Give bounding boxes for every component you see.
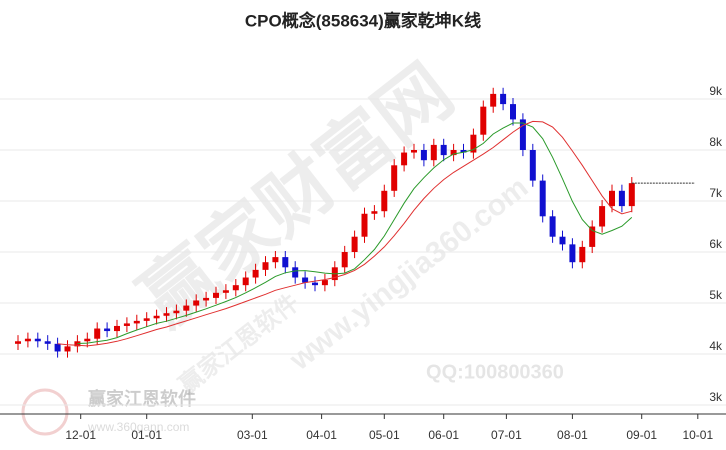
candle-body <box>599 206 606 227</box>
x-tick-label: 07-01 <box>491 428 522 442</box>
candle-body <box>500 93 507 105</box>
candle-body <box>589 226 596 247</box>
x-tick-label: 10-01 <box>682 428 713 442</box>
candle-body <box>262 262 269 270</box>
candle-body <box>94 328 101 339</box>
x-tick-label: 08-01 <box>557 428 588 442</box>
candle-body <box>440 144 447 156</box>
candle-body <box>510 104 516 120</box>
candle-body <box>133 320 140 324</box>
candle-body <box>272 257 279 263</box>
candle-body <box>609 190 615 207</box>
x-tick-label: 06-01 <box>428 428 459 442</box>
candle-body <box>153 315 160 319</box>
candle-body <box>143 318 150 321</box>
candle-body <box>420 150 427 161</box>
x-tick-label: 01-01 <box>131 428 162 442</box>
y-tick-label: 8k <box>709 135 723 149</box>
candle-body <box>183 305 190 311</box>
y-tick-label: 5k <box>709 288 723 302</box>
logo <box>21 388 69 436</box>
candle-body <box>450 150 457 156</box>
candle-body <box>430 144 437 161</box>
candle-body <box>312 282 318 286</box>
candle-body <box>302 277 309 283</box>
candle-body <box>321 280 328 286</box>
candle-body <box>519 119 526 151</box>
moving-average-line <box>77 122 633 344</box>
x-tick-label: 04-01 <box>306 428 337 442</box>
candle-body <box>104 328 111 332</box>
candle-body <box>401 152 408 166</box>
chart-title: CPO概念(858634)赢家乾坤K线 <box>245 10 481 30</box>
candle-body <box>529 150 536 181</box>
candle-body <box>114 325 120 332</box>
candle-body <box>232 285 239 291</box>
x-tick-label: 05-01 <box>369 428 400 442</box>
y-tick-label: 3k <box>709 390 723 404</box>
candle-body <box>173 310 180 314</box>
watermark: 赢家江恩软件 <box>88 388 196 409</box>
candle-body <box>292 267 299 278</box>
candle-body <box>539 180 546 217</box>
candle-body <box>460 150 467 153</box>
candle-body <box>569 244 576 263</box>
candle-body <box>559 236 566 245</box>
candle-body <box>163 313 170 316</box>
candle-body <box>490 93 497 107</box>
x-tick-label: 09-01 <box>626 428 657 442</box>
candle-body <box>361 213 368 237</box>
candle-body <box>579 246 586 263</box>
candle-body <box>341 252 348 268</box>
candle-body <box>15 341 21 344</box>
candle-body <box>213 292 219 298</box>
candle-body <box>84 338 91 342</box>
y-tick-label: 6k <box>709 237 723 251</box>
candle-body <box>64 346 71 352</box>
candle-body <box>391 165 398 191</box>
watermark: QQ:100800360 <box>426 361 564 383</box>
x-tick-label: 12-01 <box>65 428 96 442</box>
candle-body <box>74 341 81 347</box>
candle-body <box>24 338 31 342</box>
candle-body <box>193 300 200 306</box>
candle-body <box>44 341 51 344</box>
candle-body <box>252 269 259 278</box>
moving-average-line <box>57 120 632 347</box>
x-tick-label: 03-01 <box>237 428 268 442</box>
y-tick-label: 7k <box>709 186 723 200</box>
watermark: 赢家财富网 <box>125 49 468 342</box>
candle-body <box>549 216 556 237</box>
candle-body <box>242 277 249 286</box>
y-tick-label: 4k <box>709 339 723 353</box>
candle-body <box>282 257 289 268</box>
candle-body <box>618 190 625 207</box>
y-tick-label: 9k <box>709 84 723 98</box>
candle-body <box>371 211 378 214</box>
watermark: www.360gann.com <box>87 420 189 434</box>
candle-body <box>54 343 61 352</box>
candle-body <box>222 290 229 293</box>
candle-body <box>470 134 477 153</box>
candle-body <box>123 323 130 326</box>
candle-body <box>628 183 635 207</box>
candle-body <box>351 236 358 253</box>
candle-body <box>411 150 417 153</box>
candle-body <box>480 106 487 135</box>
candle-body <box>381 190 388 212</box>
candle-body <box>34 338 41 342</box>
candle-body <box>203 297 210 301</box>
